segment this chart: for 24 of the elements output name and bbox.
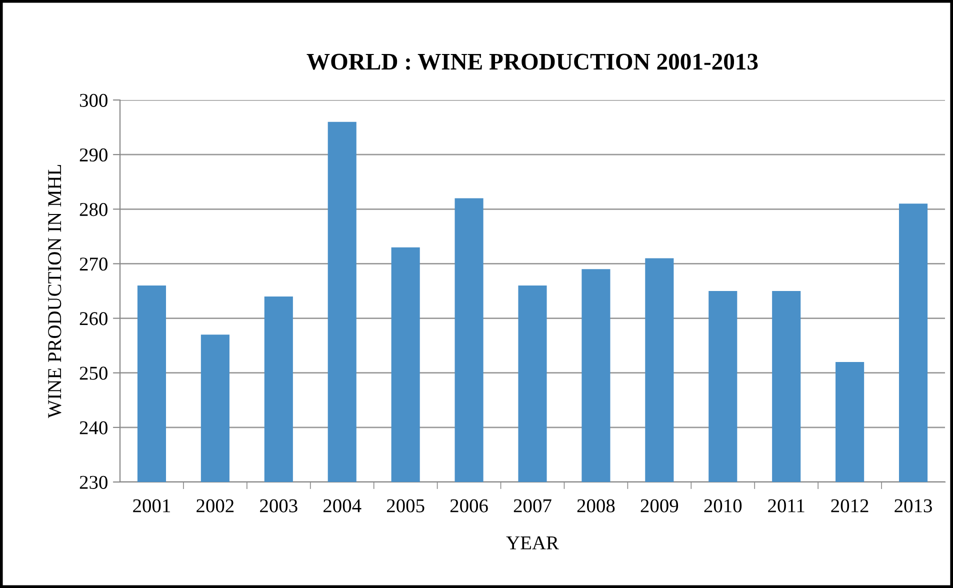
x-tick-label: 2011 xyxy=(768,499,804,512)
y-tick-label: 270 xyxy=(80,258,108,271)
x-axis-title: YEAR xyxy=(506,536,559,550)
y-axis-title: WINE PRODUCTION IN MHL xyxy=(48,164,62,418)
x-tick-label: 2013 xyxy=(894,499,932,512)
x-tick-label: 2009 xyxy=(640,499,678,512)
x-tick-label: 2002 xyxy=(196,499,234,512)
x-tick-label: 2006 xyxy=(450,499,488,512)
y-tick-label: 240 xyxy=(80,421,108,434)
x-tick-label: 2003 xyxy=(260,499,298,512)
x-tick-label: 2005 xyxy=(386,499,424,512)
x-tick-label: 2004 xyxy=(324,499,362,512)
x-tick-label: 2010 xyxy=(704,499,742,512)
y-tick-label: 300 xyxy=(80,94,108,107)
x-tick-label: 2007 xyxy=(514,499,552,512)
x-tick-label: 2008 xyxy=(577,499,615,512)
y-tick-label: 280 xyxy=(80,202,108,216)
x-tick-label: 2012 xyxy=(831,499,868,512)
y-tick-label: 230 xyxy=(80,476,108,489)
x-tick-label: 2001 xyxy=(133,499,170,512)
y-tick-label: 290 xyxy=(80,148,108,162)
y-tick-label: 260 xyxy=(80,312,108,326)
y-tick-label: 250 xyxy=(80,366,108,380)
chart-title: WORLD : WINE PRODUCTION 2001-2013 xyxy=(306,54,758,70)
